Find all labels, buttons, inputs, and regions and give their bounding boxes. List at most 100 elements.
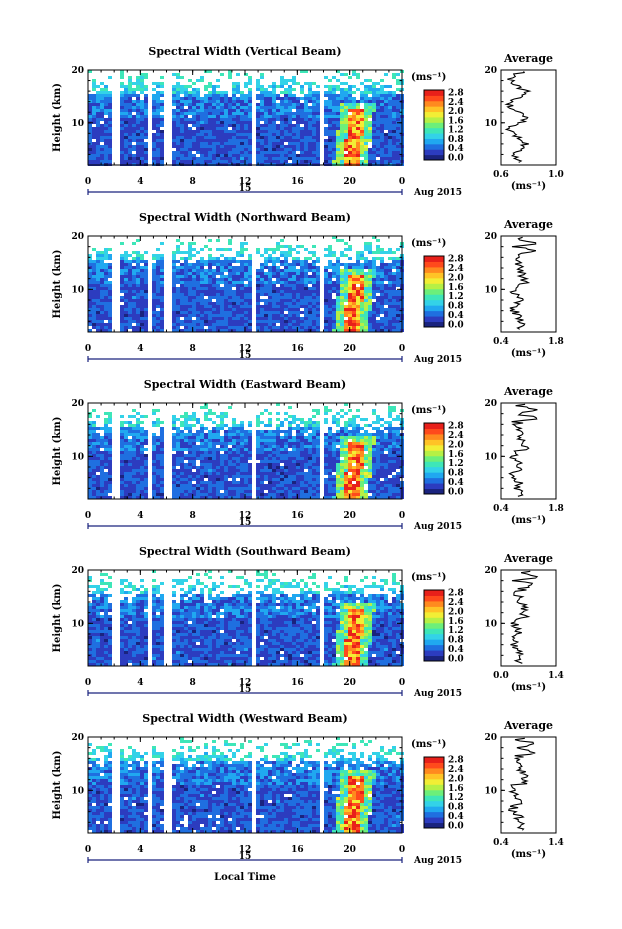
- y-axis-title: Height (km): [52, 584, 63, 653]
- day-label: 15: [239, 184, 252, 194]
- average-x-tick: 0.4: [493, 337, 509, 347]
- average-frame: [500, 736, 557, 834]
- day-label: 15: [239, 351, 252, 361]
- colorbar: 2.82.42.01.61.20.80.40.0: [423, 255, 464, 330]
- panel-title: Spectral Width (Eastward Beam): [144, 378, 346, 391]
- panel-5: Spectral Width (Westward Beam) 0 4 8 12 16 20 0…: [52, 712, 564, 866]
- date-label: Aug 2015: [413, 188, 462, 198]
- colorbar-unit: (ms⁻¹): [411, 238, 446, 249]
- average-y-tick: 10: [484, 786, 497, 796]
- average-x-label: (ms⁻¹): [511, 682, 546, 693]
- average-x-tick: 1.8: [548, 337, 564, 347]
- average-y-tick: 20: [484, 566, 497, 576]
- y-tick-label: 10: [71, 786, 84, 796]
- x-tick-label: 8: [190, 344, 196, 354]
- x-tick-label: 16: [291, 511, 304, 521]
- y-axis-title: Height (km): [52, 417, 63, 486]
- y-axis-title: Height (km): [52, 250, 63, 319]
- average-profile-line: [507, 737, 536, 831]
- average-profile-line: [509, 236, 537, 330]
- colorbar-tick: 1.2: [448, 793, 464, 803]
- average-profile-line: [504, 71, 532, 163]
- x-tick-label: 0: [85, 845, 91, 855]
- colorbar-unit: (ms⁻¹): [411, 405, 446, 416]
- colorbar-tick: 0.8: [448, 803, 464, 813]
- colorbar-tick: 0.0: [448, 654, 464, 664]
- average-title: Average: [503, 52, 553, 65]
- colorbar: 2.82.42.01.61.20.80.40.0: [423, 756, 464, 831]
- x-tick-label: 20: [343, 845, 356, 855]
- colorbar-tick: 1.2: [448, 126, 464, 136]
- y-tick-label: 20: [71, 399, 84, 409]
- average-x-label: (ms⁻¹): [511, 348, 546, 359]
- colorbar-tick: 2.0: [448, 607, 464, 617]
- average-x-tick: 1.4: [548, 838, 564, 848]
- panel-2: Spectral Width (Northward Beam) 0 4 8 12 16 20…: [52, 211, 564, 365]
- colorbar-tick: 0.0: [448, 153, 464, 163]
- colorbar-tick: 2.8: [448, 589, 464, 599]
- x-tick-label: 0: [85, 511, 91, 521]
- colorbar-tick: 0.4: [448, 645, 464, 655]
- date-label: Aug 2015: [413, 355, 462, 365]
- colorbar-tick: 1.6: [448, 116, 464, 126]
- colorbar-tick: 2.4: [448, 431, 464, 441]
- average-profile-line: [508, 403, 538, 497]
- average-frame: [500, 69, 557, 166]
- colorbar-unit: (ms⁻¹): [411, 739, 446, 750]
- colorbar-tick: 2.4: [448, 264, 464, 274]
- day-label: 15: [239, 685, 252, 695]
- date-label: Aug 2015: [413, 689, 462, 699]
- y-tick-label: 10: [71, 285, 84, 295]
- colorbar-tick: 0.8: [448, 135, 464, 145]
- heatmap: [88, 403, 404, 499]
- average-x-label: (ms⁻¹): [511, 849, 546, 860]
- average-title: Average: [503, 218, 553, 231]
- colorbar-tick: 2.8: [448, 422, 464, 432]
- x-tick-label: 0: [399, 344, 405, 354]
- average-profile-line: [510, 570, 539, 664]
- colorbar-tick: 2.0: [448, 273, 464, 283]
- heatmap: [88, 236, 404, 332]
- x-tick-label: 20: [343, 678, 356, 688]
- x-tick-label: 20: [343, 177, 356, 187]
- y-axis-title: Height (km): [52, 83, 63, 152]
- x-tick-label: 8: [190, 177, 196, 187]
- average-y-tick: 10: [484, 452, 497, 462]
- y-tick-label: 20: [71, 66, 84, 76]
- x-tick-label: 20: [343, 344, 356, 354]
- average-y-tick: 20: [484, 66, 497, 76]
- x-tick-label: 8: [190, 845, 196, 855]
- average-x-tick: 0.6: [493, 170, 509, 180]
- y-axis-title: Height (km): [52, 751, 63, 820]
- heatmap: [88, 70, 404, 166]
- colorbar-tick: 2.8: [448, 756, 464, 766]
- y-tick-label: 20: [71, 566, 84, 576]
- colorbar: 2.82.42.01.61.20.80.40.0: [423, 589, 464, 664]
- x-tick-label: 20: [343, 511, 356, 521]
- x-tick-label: 8: [190, 678, 196, 688]
- x-tick-label: 4: [137, 678, 143, 688]
- average-x-tick: 0.4: [493, 504, 509, 514]
- x-tick-label: 0: [85, 678, 91, 688]
- colorbar-tick: 1.6: [448, 617, 464, 627]
- colorbar-tick: 0.4: [448, 144, 464, 154]
- average-x-label: (ms⁻¹): [511, 181, 546, 192]
- x-tick-label: 0: [399, 845, 405, 855]
- colorbar-tick: 0.0: [448, 487, 464, 497]
- x-tick-label: 8: [190, 511, 196, 521]
- colorbar-unit: (ms⁻¹): [411, 72, 446, 83]
- x-tick-label: 4: [137, 511, 143, 521]
- x-tick-label: 0: [85, 177, 91, 187]
- heatmap: [88, 737, 404, 833]
- average-y-tick: 10: [484, 619, 497, 629]
- x-tick-label: 0: [85, 344, 91, 354]
- y-tick-label: 20: [71, 232, 84, 242]
- panel-3: Spectral Width (Eastward Beam) 0 4 8 12 16 20 0…: [52, 378, 564, 532]
- day-label: 15: [239, 852, 252, 862]
- average-frame: [500, 235, 557, 333]
- colorbar: 2.82.42.01.61.20.80.40.0: [423, 89, 464, 163]
- average-frame: [500, 402, 557, 500]
- y-tick-label: 10: [71, 119, 84, 129]
- colorbar-tick: 2.8: [448, 89, 464, 99]
